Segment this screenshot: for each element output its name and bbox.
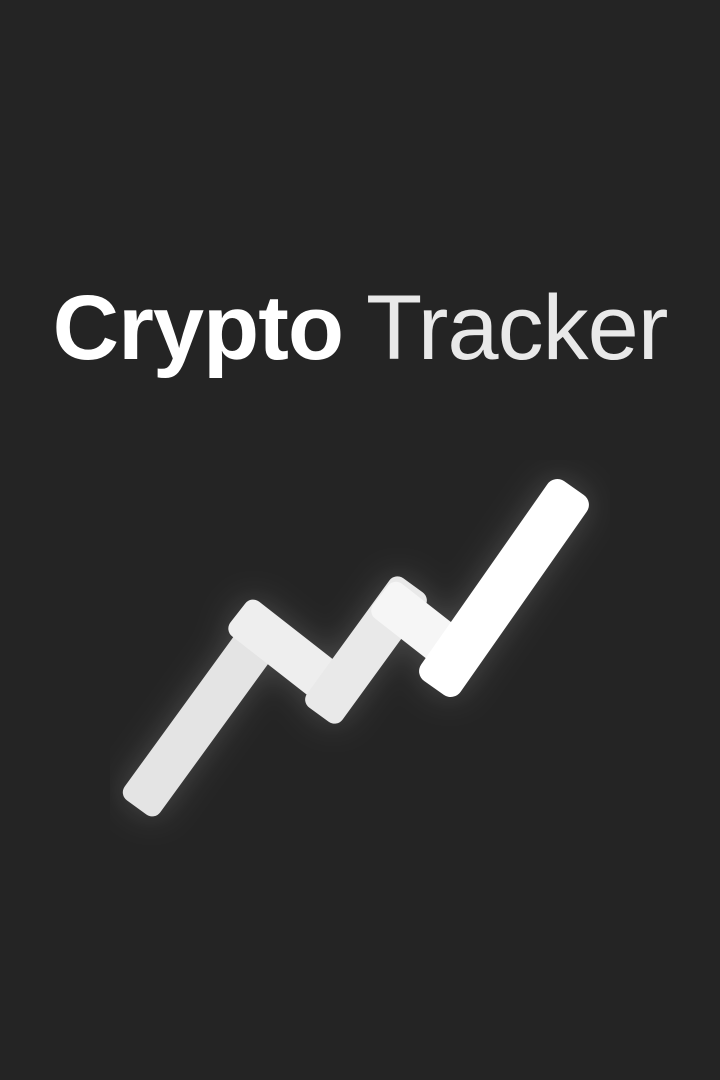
trending-up-chart-icon [122, 479, 589, 817]
app-title-bold: Crypto [52, 277, 344, 379]
logo-segment-5 [419, 479, 589, 697]
app-title: Crypto Tracker [0, 278, 720, 378]
app-title-light: Tracker [365, 277, 668, 379]
logo-segment-1 [122, 607, 290, 817]
